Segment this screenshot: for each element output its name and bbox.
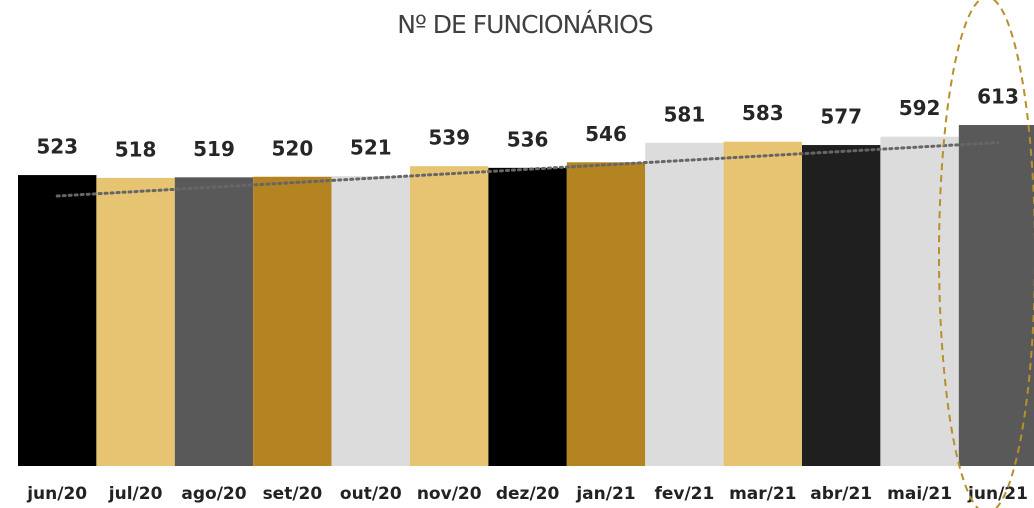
value-label: 581 [664,102,706,126]
x-tick-label: jun/20 [26,484,87,504]
value-label: 613 [977,85,1019,109]
bar [96,177,175,467]
x-tick-label: set/20 [263,484,323,504]
value-label: 536 [507,127,549,151]
x-tick-label: jun/21 [967,484,1028,504]
chart-title: Nº DE FUNCIONÁRIOS [397,10,653,39]
bar [174,177,254,466]
bar [958,125,1034,467]
x-tick-label: jul/20 [108,484,163,504]
value-label: 583 [742,101,784,125]
bar [880,136,959,466]
bar [331,176,410,466]
x-tick-label: jan/21 [575,484,635,504]
value-label: 521 [350,136,392,160]
x-tick-label: mar/21 [729,484,796,504]
trend-line [55,141,1000,198]
value-label: 520 [272,136,314,160]
x-tick-label: mai/21 [887,484,952,504]
value-label: 518 [115,137,157,161]
value-label: 592 [899,96,941,120]
x-tick-label: dez/20 [496,484,560,504]
value-label: 519 [193,137,235,161]
bar [253,176,332,466]
x-tick-label: ago/20 [181,484,246,504]
x-tick-label: abr/21 [810,484,872,504]
bar [488,167,567,466]
bar [802,145,881,466]
bar [723,141,802,467]
value-label: 546 [585,122,627,146]
bar [410,166,489,466]
value-label: 539 [428,126,470,150]
bar [566,162,646,466]
x-tick-label: nov/20 [417,484,482,504]
x-tick-label: fev/21 [654,484,714,504]
bar [18,175,97,467]
value-label: 577 [820,105,862,129]
plot: 523 jun/20 518 jul/20 519 ago/20 520 set/20 521 o… [18,85,1034,504]
bar [645,142,724,466]
x-tick-label: out/20 [340,484,402,504]
value-label: 523 [36,135,78,159]
